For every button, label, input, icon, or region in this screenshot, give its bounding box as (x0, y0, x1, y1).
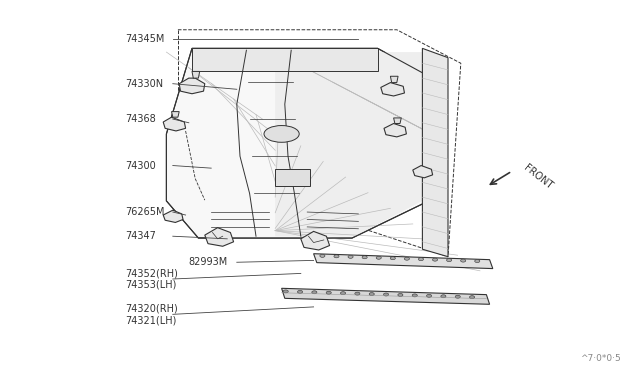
Circle shape (312, 291, 317, 294)
Circle shape (455, 295, 460, 298)
Circle shape (475, 260, 480, 263)
Polygon shape (301, 231, 330, 250)
Text: 74320(RH)
74321(LH): 74320(RH) 74321(LH) (125, 304, 177, 325)
Circle shape (419, 258, 424, 261)
Circle shape (383, 293, 388, 296)
Polygon shape (205, 228, 234, 246)
Text: 74300: 74300 (125, 161, 156, 170)
Circle shape (326, 291, 332, 294)
Text: 82993M: 82993M (189, 257, 228, 267)
Text: ^7·0*0·5: ^7·0*0·5 (580, 354, 621, 363)
Polygon shape (390, 76, 398, 83)
Ellipse shape (264, 126, 300, 142)
Text: 74347: 74347 (125, 231, 156, 241)
Polygon shape (384, 124, 406, 137)
Text: 74330N: 74330N (125, 79, 163, 89)
Circle shape (355, 292, 360, 295)
Circle shape (298, 291, 303, 294)
Circle shape (362, 256, 367, 259)
Circle shape (447, 259, 452, 262)
Polygon shape (314, 254, 493, 269)
Text: FRONT: FRONT (522, 163, 554, 191)
Polygon shape (172, 112, 179, 117)
Polygon shape (192, 48, 378, 71)
Text: 74352(RH)
74353(LH): 74352(RH) 74353(LH) (125, 268, 178, 290)
Text: 74345M: 74345M (125, 34, 164, 44)
Circle shape (390, 257, 396, 260)
Circle shape (404, 257, 410, 260)
Circle shape (426, 294, 431, 297)
Circle shape (412, 294, 417, 297)
Circle shape (441, 295, 446, 298)
Polygon shape (275, 52, 426, 236)
Circle shape (283, 290, 288, 293)
Polygon shape (381, 83, 404, 96)
Circle shape (376, 256, 381, 259)
Polygon shape (179, 78, 205, 94)
Polygon shape (422, 48, 448, 257)
Circle shape (433, 258, 438, 261)
Circle shape (348, 255, 353, 258)
Polygon shape (166, 48, 429, 238)
Text: 74368: 74368 (125, 114, 156, 124)
Circle shape (461, 259, 466, 262)
Polygon shape (163, 117, 186, 131)
Circle shape (334, 255, 339, 258)
Polygon shape (163, 210, 183, 222)
Polygon shape (413, 166, 433, 178)
Polygon shape (394, 118, 401, 124)
Circle shape (470, 296, 475, 299)
Circle shape (369, 292, 374, 295)
Text: 76265M: 76265M (125, 207, 164, 217)
Circle shape (320, 254, 325, 257)
Circle shape (340, 292, 346, 295)
Polygon shape (282, 288, 490, 304)
Circle shape (398, 294, 403, 296)
Bar (275, 169, 310, 186)
Polygon shape (192, 71, 200, 78)
